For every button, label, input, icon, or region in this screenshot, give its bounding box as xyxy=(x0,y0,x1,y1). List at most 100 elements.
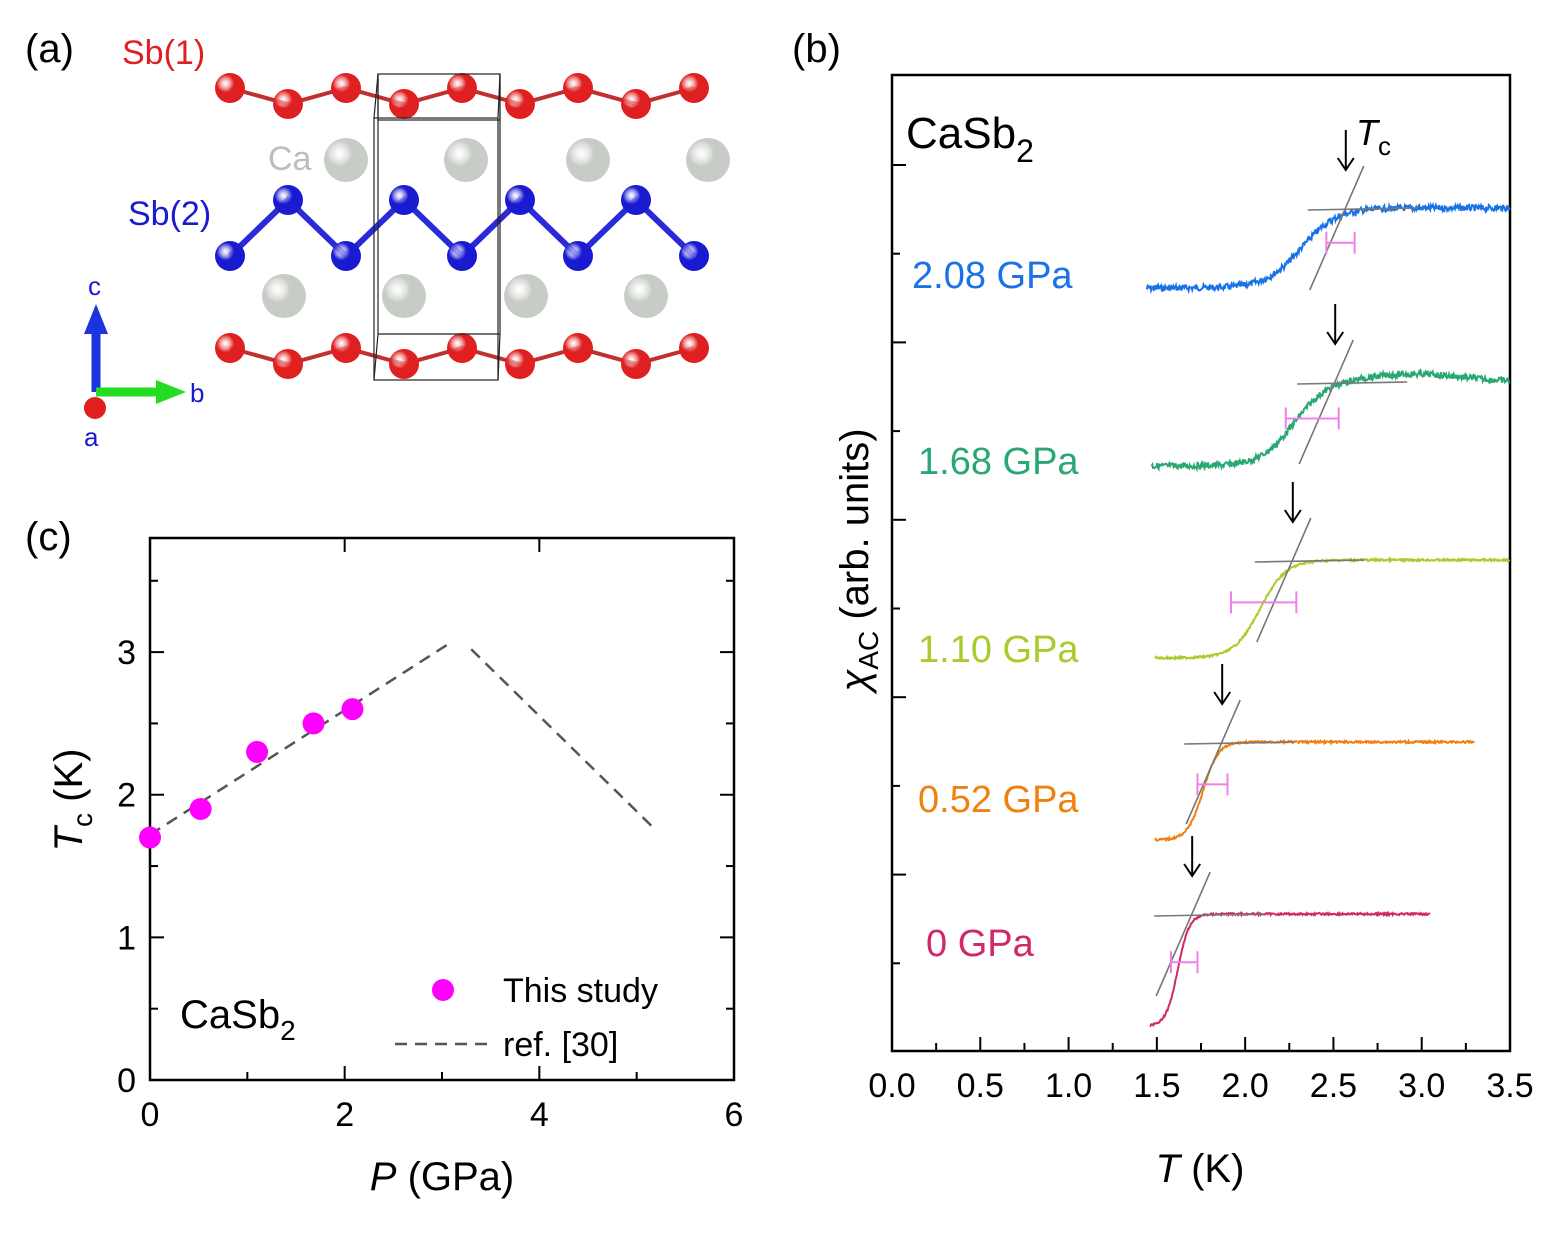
a-axis-dot xyxy=(84,397,106,419)
series-4-curve xyxy=(1149,910,1431,1028)
tc-tangent-flat xyxy=(1307,207,1418,211)
panel-b-ticks: 0.0 0.5 1.0 1.5 2.0 2.5 3.0 3.5 xyxy=(868,164,1534,1105)
panel-b-xlabel: T (K) xyxy=(1156,1147,1245,1191)
panel-b-title: CaSb2 xyxy=(906,109,1034,169)
sb1-bottom-atom xyxy=(389,349,419,379)
ca-label: Ca xyxy=(268,140,312,178)
c-ytick-label: 3 xyxy=(117,634,136,672)
sb1-bottom-atom xyxy=(447,333,477,363)
panel-c-ticks: 0 2 4 6 0 1 2 3 xyxy=(117,538,743,1134)
axis-triad: c b a xyxy=(84,271,204,452)
axis-b-label: b xyxy=(190,378,204,408)
b-xtick-label: 1.0 xyxy=(1045,1067,1092,1105)
axis-c-label: c xyxy=(88,271,101,301)
panel-c-label: (c) xyxy=(25,515,72,559)
panel-a-label: (a) xyxy=(25,27,74,71)
tc-tangent-slope xyxy=(1298,339,1354,465)
b-xtick-label: 3.0 xyxy=(1398,1067,1445,1105)
panel-c-legend: This study ref. [30] xyxy=(395,972,658,1064)
tc-arrowhead xyxy=(1336,157,1355,172)
tc-tangent-slope xyxy=(1185,699,1241,825)
sb2-atom xyxy=(331,241,361,271)
sb2-atom xyxy=(621,185,651,215)
sb1-top-atom xyxy=(273,89,303,119)
ref-line-falling xyxy=(470,648,658,832)
c-xtick-label: 6 xyxy=(725,1096,744,1134)
b-xtick-label: 2.5 xyxy=(1310,1067,1357,1105)
sb1-label: Sb(1) xyxy=(122,34,205,72)
panel-b-chart: (b) 0.0 0.5 1.0 1.5 2.0 2.5 3.0 3.5 2.08 GPa 1.6… xyxy=(792,27,1534,1191)
data-point xyxy=(189,798,212,820)
series-label: 0 GPa xyxy=(926,923,1035,965)
ca-atom xyxy=(686,138,730,182)
ca-atom xyxy=(324,138,368,182)
data-point xyxy=(302,712,325,735)
c-ytick-label: 0 xyxy=(117,1062,136,1100)
ca-atom xyxy=(444,138,488,182)
series-0-curve xyxy=(1145,201,1511,295)
sb1-top-atom xyxy=(447,73,477,103)
legend-this-study-marker xyxy=(432,979,454,1001)
series-3-curve xyxy=(1154,738,1475,843)
tc-tangent-flat xyxy=(1154,913,1265,917)
sb1-top-atom xyxy=(331,73,361,103)
b-axis-arrowhead xyxy=(156,380,186,404)
sb1-top-atom xyxy=(389,89,419,119)
sb1-bottom-atom xyxy=(215,333,245,363)
axis-a-label: a xyxy=(84,422,99,452)
panel-c-ylabel: Tc (K) xyxy=(47,749,98,852)
sb2-atom xyxy=(505,185,535,215)
data-point xyxy=(139,826,161,849)
tc-arrowhead xyxy=(1213,691,1232,706)
b-xtick-label: 3.5 xyxy=(1486,1067,1533,1105)
sb1-bottom-atom xyxy=(331,333,361,363)
series-1-curve xyxy=(1150,367,1511,473)
sb2-atom xyxy=(389,185,419,215)
sb1-bottom-atom xyxy=(679,333,709,363)
sb2-atom xyxy=(447,241,477,271)
sb1-bottom-atom xyxy=(563,333,593,363)
ca-atom xyxy=(382,274,426,318)
tc-tangent-slope xyxy=(1309,165,1365,291)
sb1-bottom-atom xyxy=(273,349,303,379)
series-2-curve xyxy=(1154,556,1511,661)
tc-arrowhead xyxy=(1326,331,1345,346)
c-ytick-label: 2 xyxy=(117,777,136,815)
legend-ref-label: ref. [30] xyxy=(503,1026,618,1064)
tc-tangent-flat xyxy=(1254,559,1365,563)
sb1-top-atom xyxy=(679,73,709,103)
series-label: 2.08 GPa xyxy=(912,255,1073,297)
c-xtick-label: 4 xyxy=(530,1096,549,1134)
c-ytick-label: 1 xyxy=(117,919,136,957)
sb2-atom xyxy=(215,241,245,271)
ca-atom xyxy=(262,274,306,318)
sb1-top-atom xyxy=(215,73,245,103)
tc-label: Tc xyxy=(1356,112,1391,161)
sb2-atom xyxy=(563,241,593,271)
tc-arrowhead xyxy=(1183,863,1202,878)
c-axis-arrowhead xyxy=(84,304,108,334)
series-label: 0.52 GPa xyxy=(918,779,1079,821)
sb2-atom xyxy=(679,241,709,271)
tc-tangent-flat xyxy=(1184,741,1295,745)
panel-c-annotation: CaSb2 xyxy=(180,993,296,1046)
sb2-atom xyxy=(273,185,303,215)
panel-b-label: (b) xyxy=(792,27,841,71)
crystal-lattice xyxy=(215,73,730,379)
sb1-top-atom xyxy=(505,89,535,119)
series-label: 1.10 GPa xyxy=(918,629,1079,671)
b-xtick-label: 2.0 xyxy=(1222,1067,1269,1105)
b-xtick-label: 0.0 xyxy=(868,1067,915,1105)
data-point xyxy=(246,740,269,763)
tc-tangent-slope xyxy=(1256,517,1312,643)
ca-atom xyxy=(504,274,548,318)
sb1-bottom-atom xyxy=(621,349,651,379)
sb1-bottom-atom xyxy=(505,349,535,379)
panel-b-frame xyxy=(890,73,1512,1053)
legend-this-study-label: This study xyxy=(503,972,658,1010)
sb1-top-atom xyxy=(621,89,651,119)
sb2-label: Sb(2) xyxy=(128,195,211,233)
tc-arrowhead xyxy=(1283,509,1302,524)
ca-atom xyxy=(566,138,610,182)
panel-b-ylabel: χAC (arb. units) xyxy=(833,428,884,694)
